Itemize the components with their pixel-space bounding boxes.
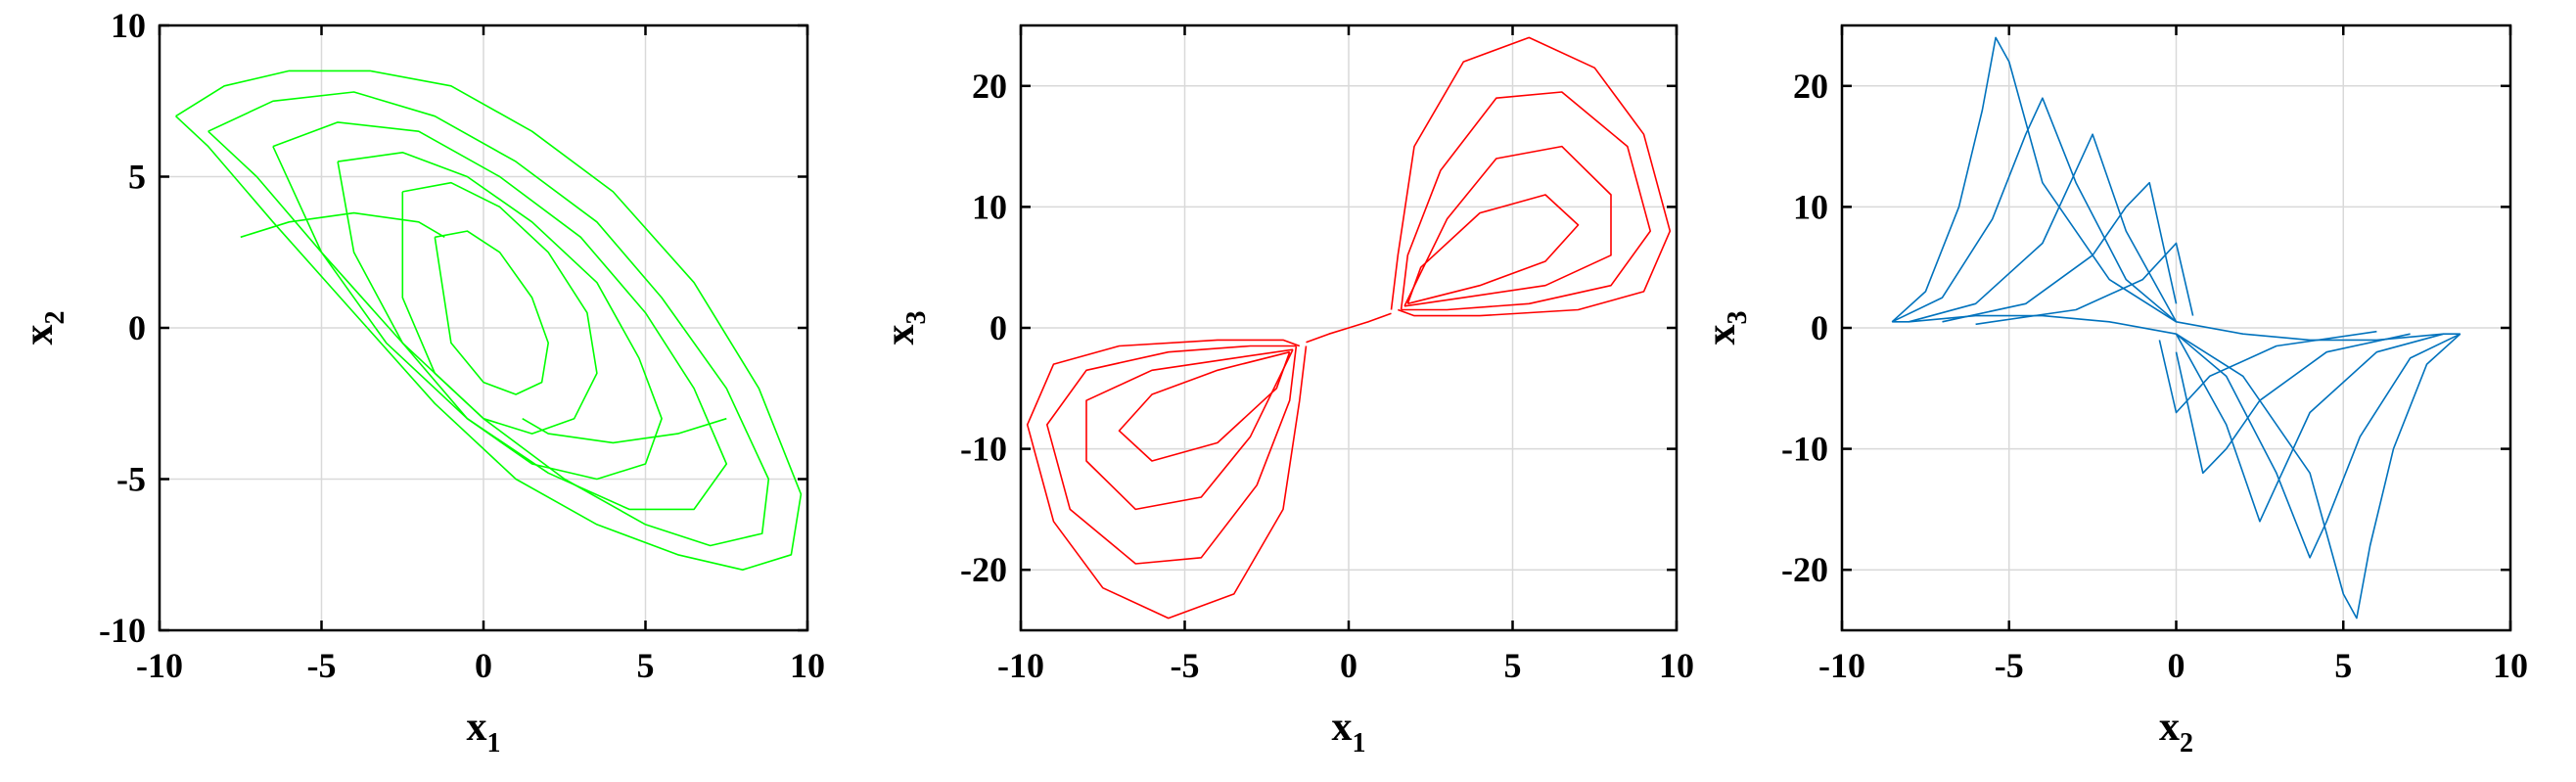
trajectory-line-1 <box>1891 36 2461 342</box>
trajectory-line-6 <box>1390 36 1672 317</box>
trajectory-line-7 <box>2175 333 2461 559</box>
x-tick-label: -5 <box>1171 646 1200 685</box>
x-tick-label: 0 <box>475 646 492 685</box>
trajectory-line-1 <box>1026 339 1308 620</box>
x-tick-label: 0 <box>2168 646 2185 685</box>
trajectory-line-2 <box>207 91 770 547</box>
trajectory-line-3 <box>272 121 728 511</box>
x-tick-label: 5 <box>1504 646 1522 685</box>
y-axis-label: x3 <box>1699 311 1753 345</box>
x-axis-label: x1 <box>467 705 501 759</box>
x-axis-label: x2 <box>2159 705 2193 759</box>
trajectory-line-4 <box>337 152 663 481</box>
trajectory-line-2 <box>1891 97 2178 323</box>
trajectory-line-3 <box>1909 133 2178 323</box>
trajectory-line-7 <box>1400 91 1651 311</box>
y-tick-label: 0 <box>989 308 1007 347</box>
trajectory-line-1 <box>175 69 803 571</box>
y-tick-label: 20 <box>972 67 1007 106</box>
trajectory-line-8 <box>522 417 727 444</box>
y-tick-label: -10 <box>960 430 1007 469</box>
x-tick-label: 5 <box>2334 646 2352 685</box>
y-tick-label: -10 <box>1781 430 1828 469</box>
y-tick-label: 20 <box>1793 67 1828 106</box>
x-tick-label: -5 <box>307 646 337 685</box>
y-tick-label: -20 <box>1781 550 1828 589</box>
trajectory-line-4 <box>1118 350 1291 462</box>
x-tick-label: -10 <box>997 646 1044 685</box>
y-axis-label: x2 <box>17 311 70 345</box>
trajectory-line-2 <box>1046 345 1298 565</box>
trajectory-line-5 <box>401 181 598 435</box>
trajectory-line-9 <box>1406 194 1580 305</box>
y-tick-label: -10 <box>99 611 146 650</box>
trajectory-line-4 <box>1942 181 2178 323</box>
trajectory-line-9 <box>2175 333 2411 475</box>
y-tick-label: 5 <box>128 158 146 197</box>
trajectory-line-8 <box>2175 333 2444 523</box>
trajectory-line-3 <box>1085 348 1294 511</box>
y-tick-label: 0 <box>1811 308 1828 347</box>
y-tick-label: 0 <box>128 308 146 347</box>
x-tick-label: -10 <box>136 646 183 685</box>
x-tick-label: 10 <box>2493 646 2528 685</box>
x-axis-label: x1 <box>1332 705 1366 759</box>
x-tick-label: 10 <box>1659 646 1694 685</box>
x-tick-label: -10 <box>1818 646 1865 685</box>
trajectory-group <box>1026 36 1672 620</box>
y-axis-label: x3 <box>878 311 932 345</box>
trajectory-line-6 <box>434 230 549 395</box>
y-tick-label: -5 <box>116 460 146 499</box>
trajectory-group <box>1891 36 2461 620</box>
y-tick-label: 10 <box>1793 187 1828 226</box>
trajectory-line-8 <box>1403 145 1612 307</box>
trajectory-line-10 <box>2158 330 2377 414</box>
x-tick-label: 0 <box>1340 646 1357 685</box>
x-tick-label: 5 <box>637 646 655 685</box>
x-tick-label: -5 <box>1995 646 2024 685</box>
trajectory-line-7 <box>240 211 445 239</box>
chart-panel-2: -10 -5 0 5 10 -20 -10 0 10 20 x1 x3 <box>878 23 1694 759</box>
y-tick-label: -20 <box>960 550 1007 589</box>
chart-panel-3: -10 -5 0 5 10 -20 -10 0 10 20 x2 x3 <box>1699 23 2528 759</box>
trajectory-line-5 <box>1306 312 1392 344</box>
trajectory-line-5 <box>1975 242 2194 326</box>
chart-panel-1: -10 -5 0 5 10 -10 -5 0 5 10 x1 x2 <box>17 6 825 759</box>
x-tick-label: 10 <box>790 646 825 685</box>
y-tick-label: 10 <box>972 187 1007 226</box>
trajectory-line-6 <box>1892 314 2461 620</box>
y-tick-label: 10 <box>111 6 146 45</box>
trajectory-group <box>175 69 803 571</box>
